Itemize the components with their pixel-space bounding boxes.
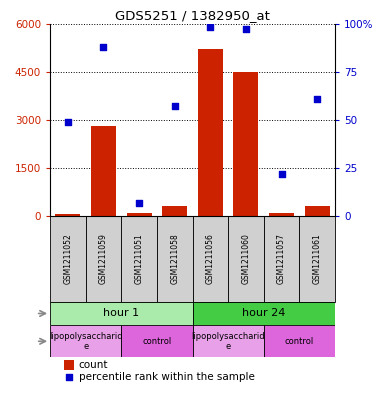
Text: lipopolysaccharid
e: lipopolysaccharid e bbox=[49, 332, 122, 351]
Text: GSM1211061: GSM1211061 bbox=[313, 233, 321, 284]
Bar bbox=[91, 126, 116, 216]
Point bbox=[136, 200, 142, 206]
Bar bbox=[64, 360, 74, 370]
FancyBboxPatch shape bbox=[300, 216, 335, 302]
Text: hour 1: hour 1 bbox=[103, 309, 139, 318]
Text: GSM1211057: GSM1211057 bbox=[277, 233, 286, 285]
FancyBboxPatch shape bbox=[264, 216, 300, 302]
FancyBboxPatch shape bbox=[50, 325, 121, 357]
Point bbox=[65, 119, 71, 125]
FancyBboxPatch shape bbox=[192, 302, 335, 325]
Point bbox=[278, 171, 285, 177]
FancyBboxPatch shape bbox=[157, 216, 192, 302]
Text: GSM1211060: GSM1211060 bbox=[241, 233, 250, 285]
FancyBboxPatch shape bbox=[121, 325, 192, 357]
Point bbox=[172, 103, 178, 110]
Text: GSM1211052: GSM1211052 bbox=[64, 233, 72, 284]
Point bbox=[207, 24, 213, 31]
Text: control: control bbox=[142, 337, 171, 346]
FancyBboxPatch shape bbox=[192, 325, 264, 357]
FancyBboxPatch shape bbox=[85, 216, 121, 302]
Point bbox=[243, 26, 249, 33]
Title: GDS5251 / 1382950_at: GDS5251 / 1382950_at bbox=[115, 9, 270, 22]
Bar bbox=[233, 72, 258, 216]
Text: percentile rank within the sample: percentile rank within the sample bbox=[79, 372, 254, 382]
Text: GSM1211051: GSM1211051 bbox=[135, 233, 144, 284]
FancyBboxPatch shape bbox=[50, 302, 192, 325]
Text: lipopolysaccharid
e: lipopolysaccharid e bbox=[191, 332, 265, 351]
FancyBboxPatch shape bbox=[228, 216, 264, 302]
Bar bbox=[305, 206, 330, 216]
Bar bbox=[162, 206, 187, 216]
Text: GSM1211059: GSM1211059 bbox=[99, 233, 108, 285]
FancyBboxPatch shape bbox=[192, 216, 228, 302]
Text: GSM1211056: GSM1211056 bbox=[206, 233, 215, 285]
Text: count: count bbox=[79, 360, 108, 370]
FancyBboxPatch shape bbox=[264, 325, 335, 357]
Text: control: control bbox=[285, 337, 314, 346]
Point bbox=[66, 374, 72, 380]
FancyBboxPatch shape bbox=[121, 216, 157, 302]
Bar bbox=[269, 213, 294, 216]
Text: hour 24: hour 24 bbox=[242, 309, 285, 318]
Bar bbox=[55, 213, 80, 216]
FancyBboxPatch shape bbox=[50, 216, 85, 302]
Point bbox=[314, 95, 320, 102]
Bar bbox=[198, 49, 223, 216]
Point bbox=[100, 44, 107, 50]
Text: GSM1211058: GSM1211058 bbox=[170, 233, 179, 284]
Bar bbox=[127, 213, 152, 216]
